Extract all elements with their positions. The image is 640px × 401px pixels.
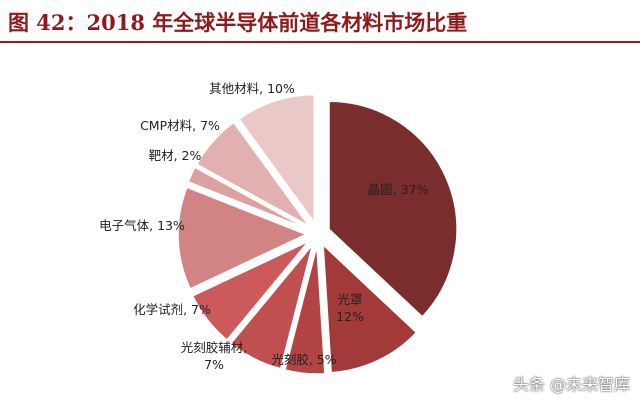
title-bar: 图 42：2018 年全球半导体前道各材料市场比重 [0,0,640,44]
slice-label-8: CMP材料, 7% [140,118,220,133]
pie-slice-3 [284,245,326,375]
slice-label-1: 晶圆, 37% [368,182,429,197]
slice-label-7: 靶材, 2% [149,148,202,163]
pie-slice-2 [322,243,418,374]
pie-slice-8 [195,121,310,227]
pie-slice-5 [191,240,310,342]
chart-title: 图 42：2018 年全球半导体前道各材料市场比重 [8,10,468,35]
pie-slice-7 [187,166,308,230]
slice-label-5: 化学试剂, 7% [133,302,211,317]
pie-slices [177,93,458,375]
slice-label-6: 电子气体, 13% [99,218,185,233]
pie-slice-9 [238,93,316,225]
slice-label-4: 光刻胶辅材, 7% [181,340,247,372]
pie-chart: 晶圆, 37% 光罩 12% 光刻胶, 5% 光刻胶辅材, 7% 化学试剂, 7% 电子气体,… [99,81,458,375]
slice-label-9: 其他材料, 10% [209,81,295,96]
pie-slice-6 [177,186,308,290]
slice-label-2: 光罩 12% [336,292,364,324]
slice-label-3: 光刻胶, 5% [271,352,336,367]
watermark: 头条 @未来智库 [512,375,630,394]
pie-slice-4 [229,244,314,370]
title-underline [0,41,640,43]
pie-labels: 晶圆, 37% 光罩 12% 光刻胶, 5% 光刻胶辅材, 7% 化学试剂, 7% 电子气体,… [99,81,428,372]
pie-slice-1 [328,100,458,318]
